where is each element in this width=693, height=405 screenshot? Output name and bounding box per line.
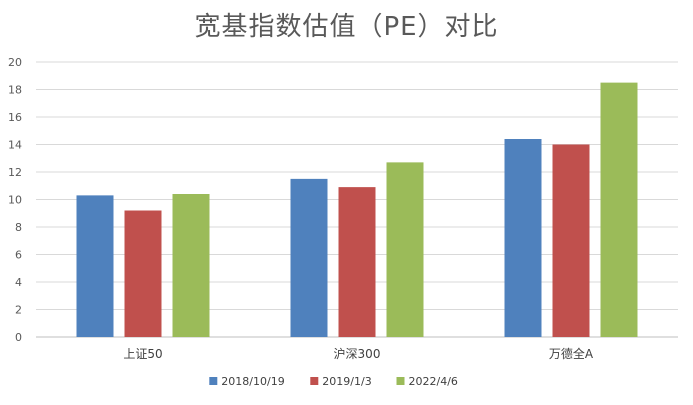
y-tick-label: 12 (8, 166, 22, 179)
legend-label: 2018/10/19 (221, 375, 284, 388)
y-tick-label: 16 (8, 111, 22, 124)
bar (504, 139, 542, 337)
x-tick-label: 上证50 (123, 347, 162, 361)
bar (290, 178, 328, 337)
y-tick-label: 4 (15, 276, 22, 289)
y-tick-label: 18 (8, 84, 22, 97)
y-tick-label: 2 (15, 304, 22, 317)
bar (124, 210, 162, 337)
y-tick-label: 8 (15, 221, 22, 234)
legend-swatch (310, 377, 319, 385)
y-tick-label: 6 (15, 249, 22, 262)
bar (338, 187, 376, 337)
bar (76, 195, 114, 337)
bar (386, 162, 424, 337)
legend-swatch (396, 377, 405, 385)
chart-title: 宽基指数估值（PE）对比 (194, 12, 499, 42)
legend-label: 2022/4/6 (409, 375, 458, 388)
x-tick-label: 万德全A (549, 346, 594, 361)
y-tick-label: 10 (8, 194, 22, 207)
y-tick-label: 0 (15, 331, 22, 344)
bar (172, 194, 210, 337)
bar (552, 144, 590, 337)
bar (600, 82, 638, 337)
legend-swatch (209, 377, 218, 385)
y-tick-label: 14 (8, 139, 22, 152)
x-tick-label: 沪深300 (334, 347, 381, 361)
y-tick-label: 20 (8, 56, 22, 69)
legend-label: 2019/1/3 (322, 375, 371, 388)
